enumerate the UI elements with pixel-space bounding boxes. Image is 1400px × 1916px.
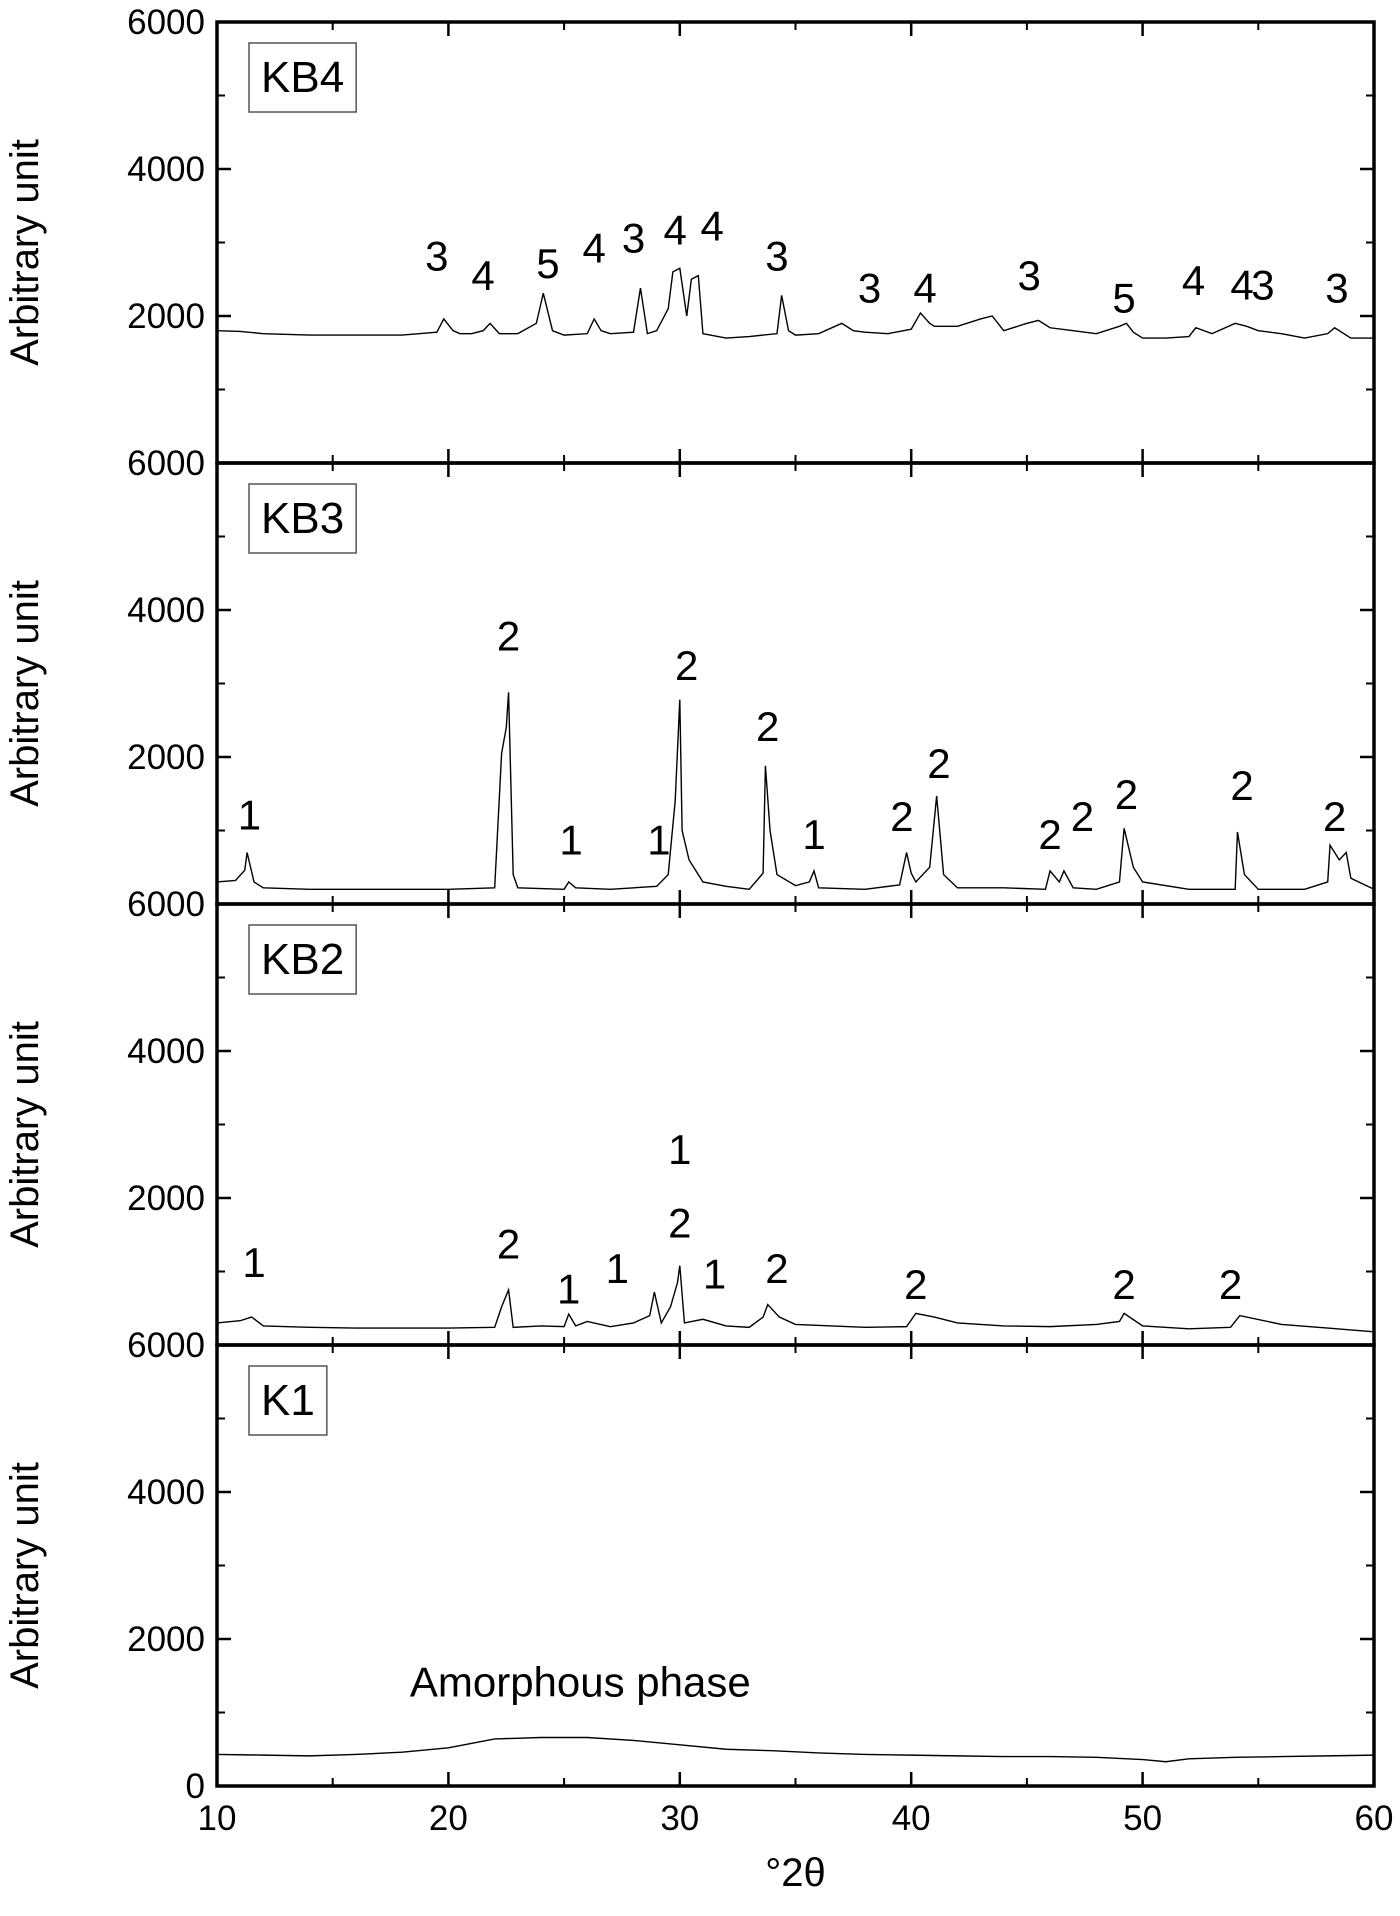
y-axis-label: Arbitrary unit [3,1462,47,1689]
peak-label: 4 [471,252,494,299]
panel-label-box [248,1365,328,1436]
y-tick-label: 0 [186,1767,205,1806]
peak-label: 1 [242,1239,265,1286]
peak-label: 1 [606,1245,629,1292]
x-axis-label: °2θ [765,1851,826,1895]
data-line [216,267,1374,339]
peak-label: 2 [890,793,913,840]
panel-label: KB4 [261,53,344,102]
peak-label: 2 [497,1221,520,1268]
peak-label: 2 [1219,1261,1242,1308]
data-line [216,692,1375,891]
y-axis-label: Arbitrary unit [3,1021,47,1248]
peak-label: 4 [663,206,686,253]
panel-label: KB2 [261,935,344,984]
x-tick-label: 60 [1355,1799,1394,1838]
plot-frame [215,1343,1376,1788]
peak-label: 4 [1182,257,1205,304]
y-tick-label: 4000 [127,1473,205,1512]
peak-label: 3 [858,264,881,311]
y-tick-label: 2000 [127,738,205,777]
panel-label: KB3 [261,494,344,543]
x-tick-label: 10 [198,1799,237,1838]
peak-label: 1 [647,816,670,863]
peak-label: 2 [1230,762,1253,809]
data-line [216,1736,1375,1763]
peak-label: 1 [557,1265,580,1312]
y-tick-label: 2000 [127,1620,205,1659]
peak-label: Amorphous phase [410,1659,751,1706]
panel-label-box [248,483,357,554]
y-axis-label: Arbitrary unit [3,139,47,366]
x-tick-label: 50 [1123,1799,1162,1838]
peak-label: 3 [1251,261,1274,308]
y-tick-label: 6000 [127,885,205,924]
y-tick-label: 2000 [127,297,205,336]
peak-label: 2 [927,740,950,787]
peak-label: 2 [1038,811,1061,858]
peak-label: 2 [675,642,698,689]
peak-label: 3 [425,233,448,280]
y-tick-label: 4000 [127,1032,205,1071]
peak-label: 2 [904,1261,927,1308]
peak-label: 2 [1071,793,1094,840]
y-tick-label: 4000 [127,150,205,189]
peak-label: 3 [1325,264,1348,311]
data-line [216,1265,1375,1333]
peak-label: 2 [1112,1261,1135,1308]
y-tick-label: 4000 [127,591,205,630]
panel-label-box [248,924,357,995]
peak-label: 2 [668,1199,691,1246]
x-tick-label: 30 [660,1799,699,1838]
peak-label: 2 [756,703,779,750]
y-tick-label: 6000 [127,1326,205,1365]
plot-frame [215,20,1376,465]
peak-label: 2 [497,613,520,660]
peak-label: 5 [536,240,559,287]
peak-label: 1 [559,816,582,863]
peak-label: 4 [583,225,606,272]
peak-label: 2 [1115,771,1138,818]
x-tick-label: 20 [429,1799,468,1838]
peak-label: 4 [701,203,724,250]
peak-label: 5 [1112,275,1135,322]
peak-label: 3 [622,214,645,261]
y-tick-label: 6000 [127,3,205,42]
peak-label: 1 [703,1251,726,1298]
panel-label: K1 [261,1376,315,1425]
peak-label: 1 [238,791,261,838]
peak-label: 3 [1018,252,1041,299]
peak-label: 1 [668,1126,691,1173]
peak-label: 4 [1230,261,1253,308]
x-tick-label: 40 [892,1799,931,1838]
y-axis-label: Arbitrary unit [3,580,47,807]
peak-label: 4 [913,264,936,311]
y-tick-label: 6000 [127,444,205,483]
plot-frame [215,461,1376,906]
peak-label: 2 [765,1245,788,1292]
plot-frame [215,902,1376,1347]
y-tick-label: 2000 [127,1179,205,1218]
panel-label-box [248,42,357,113]
peak-label: 3 [765,233,788,280]
peak-label: 1 [802,811,825,858]
peak-label: 2 [1323,793,1346,840]
